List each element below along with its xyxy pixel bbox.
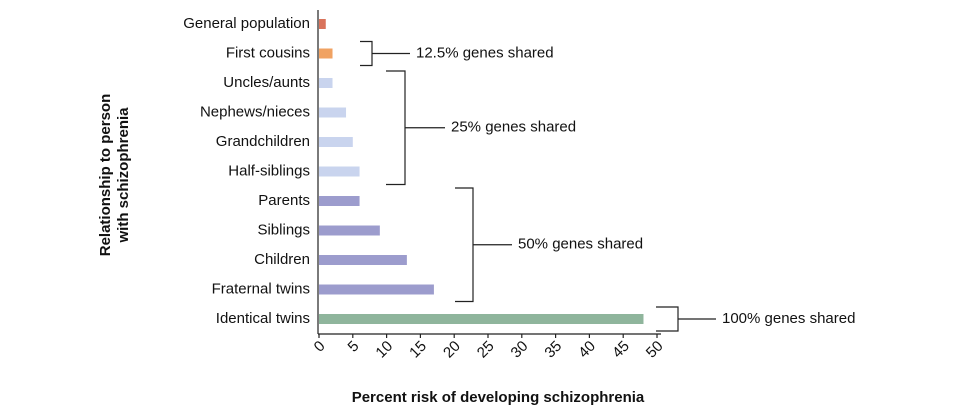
y-tick-label: Siblings [257, 221, 310, 238]
bar [319, 196, 360, 206]
bracket [386, 70, 445, 186]
bracket [360, 40, 410, 67]
y-tick-label: Uncles/aunts [223, 74, 310, 91]
y-tick-label: General population [183, 15, 310, 32]
x-tick-label: 35 [541, 338, 565, 362]
y-axis-title-line: with schizophrenia [115, 107, 132, 244]
x-tick-label: 50 [643, 338, 667, 362]
y-tick-label: First cousins [226, 44, 310, 61]
x-tick-label: 15 [406, 338, 430, 362]
bracket [455, 187, 512, 303]
y-tick-label: Children [254, 251, 310, 268]
y-tick-label: Grandchildren [216, 133, 310, 150]
bar [319, 19, 326, 29]
bar [319, 314, 644, 324]
annotation: 12.5% genes shared [416, 44, 554, 61]
annotation: 25% genes shared [451, 119, 576, 136]
x-axis-title: Percent risk of developing schizophrenia [352, 389, 645, 406]
bar [319, 225, 380, 236]
bar [319, 78, 333, 88]
x-tick-label: 45 [609, 338, 633, 362]
annotation: 50% genes shared [518, 236, 643, 253]
x-tick-label: 10 [372, 338, 396, 362]
x-tick-label: 0 [311, 338, 329, 356]
y-axis-title: Relationship to person with schizophreni… [97, 94, 132, 257]
bar [319, 255, 407, 265]
bar [319, 166, 360, 177]
y-tick-label: Parents [258, 192, 310, 209]
bracket [656, 306, 716, 332]
x-tick-label: 30 [508, 338, 532, 362]
y-tick-label: Fraternal twins [212, 280, 310, 297]
x-tick-label: 20 [440, 338, 464, 362]
x-tick-label: 25 [474, 338, 498, 362]
x-tick-label: 40 [575, 338, 599, 362]
bar [319, 48, 333, 59]
bar [319, 137, 353, 147]
y-tick-label: Nephews/nieces [200, 103, 310, 120]
x-tick-label: 5 [345, 338, 363, 356]
y-tick-label: Identical twins [216, 310, 310, 327]
y-tick-label: Half-siblings [228, 162, 310, 179]
annotation: 100% genes shared [722, 310, 855, 327]
bar [319, 284, 434, 295]
bar [319, 107, 347, 118]
y-axis-title-line: Relationship to person [97, 94, 114, 257]
